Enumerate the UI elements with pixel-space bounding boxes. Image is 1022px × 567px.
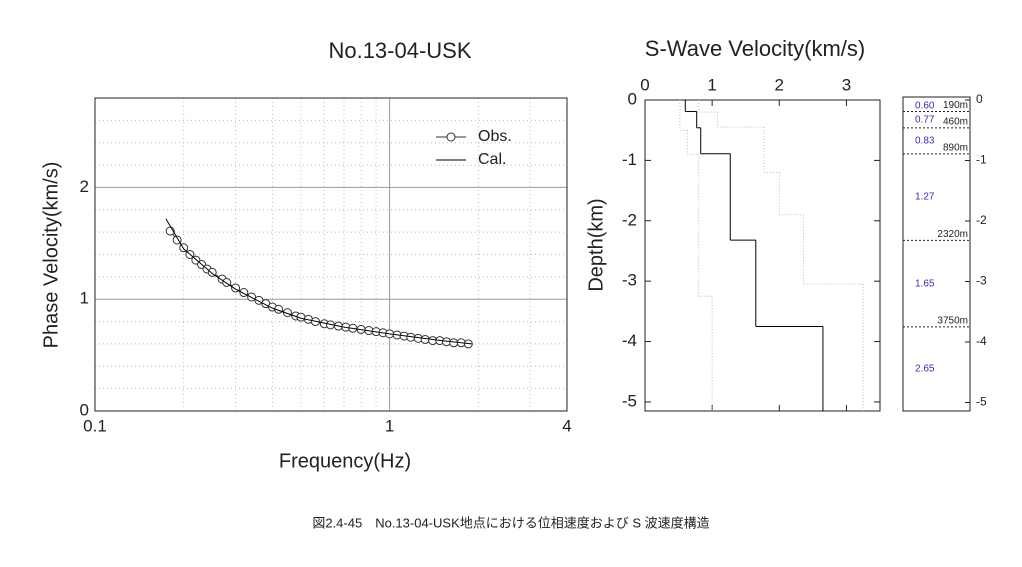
layer-velocity-label: 0.83: [915, 135, 935, 146]
series-line: [165, 218, 472, 345]
layer-velocity-label: 0.60: [915, 100, 935, 111]
y-tick-label: 0: [628, 89, 637, 108]
chart-title: No.13-04-USK: [328, 38, 471, 63]
layer-velocity-label: 2.65: [915, 364, 935, 375]
x-tick-label: 3: [842, 75, 851, 94]
y-tick-label: -2: [622, 210, 637, 229]
column-frame: [902, 96, 971, 412]
y-tick-label: 0: [976, 92, 983, 106]
y-axis-label: Depth(km): [585, 198, 607, 291]
layer-velocity-label: 1.65: [915, 278, 935, 289]
data-point: [420, 334, 430, 344]
y-tick-label: -1: [976, 153, 987, 167]
layer-velocity-label: 0.77: [915, 114, 935, 125]
y-tick-label: -2: [976, 213, 987, 227]
data-point: [449, 338, 459, 348]
y-tick-label: 1: [80, 289, 89, 308]
x-tick-label: 2: [775, 75, 784, 94]
boundary-label: 2320m: [937, 229, 968, 240]
boundary-label: 3750m: [937, 316, 968, 327]
layer-velocity-label: 1.27: [915, 192, 935, 203]
y-tick-label: -5: [976, 395, 987, 409]
plot-frame: [94, 97, 568, 412]
boundary-label: 460m: [943, 116, 968, 127]
plot-frame: [644, 99, 881, 412]
x-tick-label: 1: [707, 75, 716, 94]
y-tick-label: 2: [80, 177, 89, 196]
boundary-label: 190m: [943, 100, 968, 111]
x-tick-label: 4: [562, 416, 571, 435]
y-tick-label: -1: [622, 150, 637, 169]
y-tick-label: -5: [622, 391, 637, 410]
x-axis-label: Frequency(Hz): [279, 450, 411, 472]
y-axis-label: Phase Velocity(km/s): [40, 162, 62, 349]
chart-title: S-Wave Velocity(km/s): [645, 36, 865, 61]
legend-label: Obs.: [478, 128, 512, 145]
y-tick-label: -4: [976, 334, 987, 348]
boundary-label: 890m: [943, 142, 968, 153]
legend-label: Cal.: [478, 151, 506, 168]
y-tick-label: -4: [622, 331, 637, 350]
x-tick-label: 0.1: [83, 416, 107, 435]
y-tick-label: 0: [80, 400, 89, 419]
y-tick-label: -3: [976, 274, 987, 288]
series-line: [169, 230, 469, 345]
caption: 図2.4-45 No.13-04-USK地点における位相速度および S 波速度構…: [312, 515, 709, 530]
y-tick-label: -3: [622, 271, 637, 290]
legend-marker: [446, 132, 456, 142]
x-tick-label: 1: [385, 416, 394, 435]
x-tick-label: 0: [640, 75, 649, 94]
